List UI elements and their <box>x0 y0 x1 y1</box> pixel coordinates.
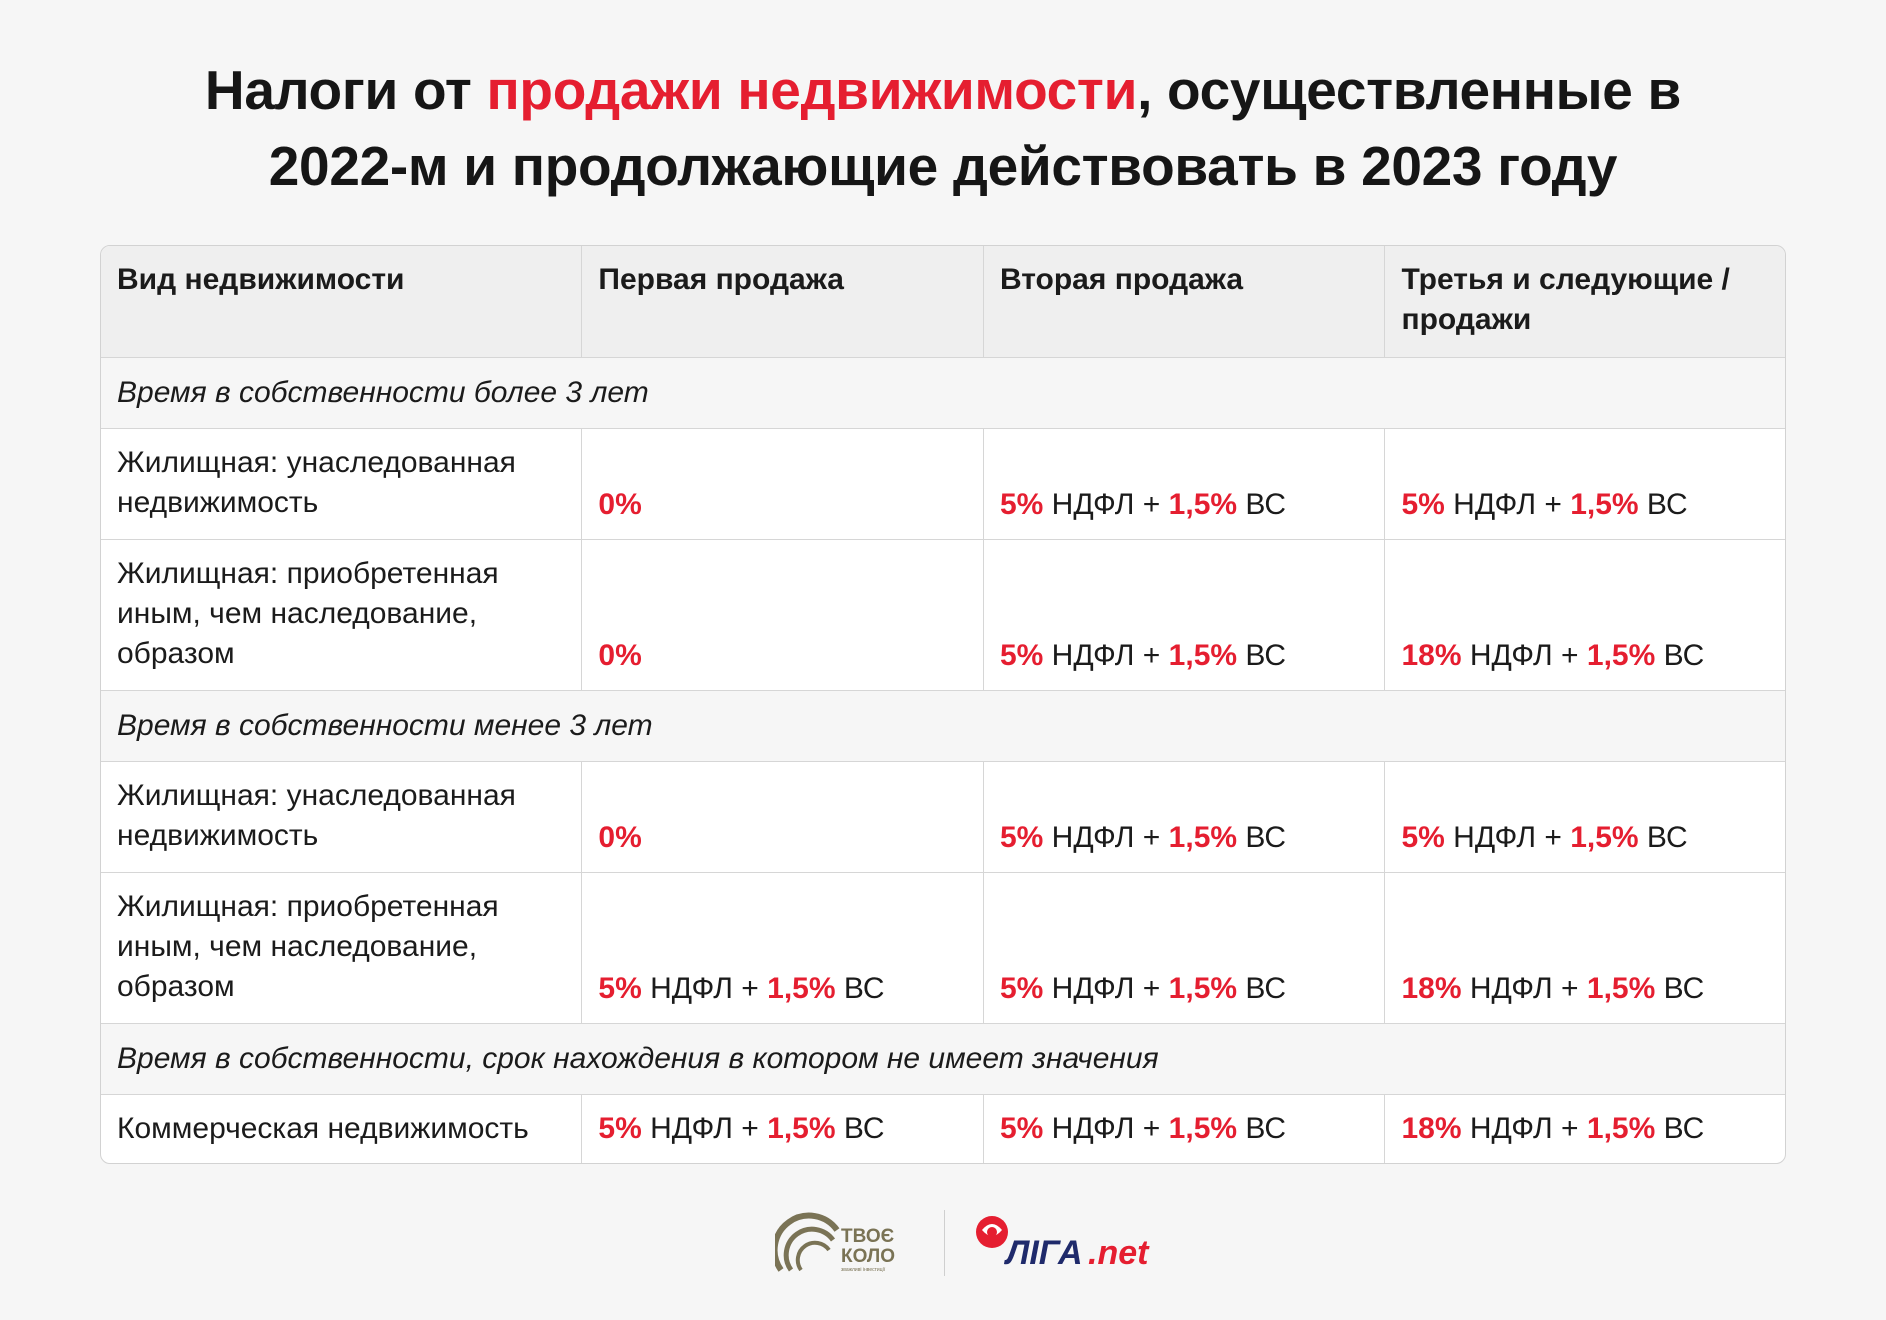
third-sale-cell: 5% НДФЛ + 1,5% ВС <box>1384 429 1785 539</box>
second-sale-cell: 5% НДФЛ + 1,5% ВС <box>982 1095 1385 1163</box>
first-sale-cell: 5% НДФЛ + 1,5% ВС <box>581 1095 983 1163</box>
section-label: Время в собственности, срок нахождения в… <box>117 1042 1159 1075</box>
title-highlight: продажи недвижимости <box>486 59 1138 121</box>
first-sale-cell: 0% <box>581 762 983 872</box>
second-sale-cell: 5% НДФЛ + 1,5% ВС <box>982 540 1385 690</box>
property-type-cell: Жилищная: унаследованная недвижимость <box>117 779 516 852</box>
page-title: Налоги от продажи недвижимости, осуществ… <box>0 52 1886 204</box>
first-sale-cell: 5% НДФЛ + 1,5% ВС <box>581 873 983 1023</box>
second-sale-cell: 5% НДФЛ + 1,5% ВС <box>982 429 1385 539</box>
logo-divider <box>944 1210 945 1276</box>
third-sale-cell: 18% НДФЛ + 1,5% ВС <box>1384 1095 1785 1163</box>
header-property-type: Вид недвижимости <box>117 263 405 296</box>
property-type-cell: Жилищная: унаследованная недвижимость <box>117 446 516 519</box>
third-sale-cell: 18% НДФЛ + 1,5% ВС <box>1384 540 1785 690</box>
svg-text:зважливі інвестиції: зважливі інвестиції <box>841 1267 886 1273</box>
table-row: Жилищная: унаследованная недвижимость 0%… <box>101 761 1785 872</box>
footer-logos: ТВОЄ КОЛО зважливі інвестиції ЛІГА .net <box>0 1208 1886 1278</box>
table-row: Коммерческая недвижимость 5% НДФЛ + 1,5%… <box>101 1094 1785 1163</box>
svg-text:.net: .net <box>1088 1234 1150 1272</box>
title-text-2: , осуществленные в <box>1137 59 1682 121</box>
header-first-sale: Первая продажа <box>581 246 983 357</box>
header-third-sale: Третья и следующие / продажи <box>1384 246 1785 357</box>
title-text-1: Налоги от <box>204 59 487 121</box>
table-row: Жилищная: унаследованная недвижимость 0%… <box>101 428 1785 539</box>
svg-text:ТВОЄ: ТВОЄ <box>841 1226 895 1247</box>
first-sale-cell: 0% <box>581 540 983 690</box>
section-row: Время в собственности, срок нахождения в… <box>101 1023 1785 1094</box>
table-row: Жилищная: приобретенная иным, чем наслед… <box>101 872 1785 1023</box>
second-sale-cell: 5% НДФЛ + 1,5% ВС <box>982 762 1385 872</box>
section-label: Время в собственности менее 3 лет <box>117 709 653 742</box>
section-label: Время в собственности более 3 лет <box>117 376 649 409</box>
liga-net-logo: ЛІГА .net <box>976 1216 1150 1272</box>
table-header-row: Вид недвижимости Первая продажа Вторая п… <box>101 246 1785 357</box>
section-row: Время в собственности более 3 лет <box>101 357 1785 428</box>
third-sale-cell: 18% НДФЛ + 1,5% ВС <box>1384 873 1785 1023</box>
first-sale-cell: 0% <box>581 429 983 539</box>
property-type-cell: Жилищная: приобретенная иным, чем наслед… <box>117 557 499 670</box>
property-type-cell: Жилищная: приобретенная иным, чем наслед… <box>117 890 499 1003</box>
third-sale-cell: 5% НДФЛ + 1,5% ВС <box>1384 762 1785 872</box>
title-line-2: 2022-м и продолжающие действовать в 2023… <box>268 135 1618 197</box>
section-row: Время в собственности менее 3 лет <box>101 690 1785 761</box>
second-sale-cell: 5% НДФЛ + 1,5% ВС <box>982 873 1385 1023</box>
property-type-cell: Коммерческая недвижимость <box>117 1112 529 1145</box>
svg-text:ЛІГА: ЛІГА <box>1003 1234 1083 1272</box>
header-second-sale: Вторая продажа <box>982 246 1385 357</box>
tax-table: Вид недвижимости Первая продажа Вторая п… <box>100 245 1786 1164</box>
svg-text:КОЛО: КОЛО <box>841 1246 895 1267</box>
table-row: Жилищная: приобретенная иным, чем наслед… <box>101 539 1785 690</box>
tvoe-kolo-logo: ТВОЄ КОЛО зважливі інвестиції <box>775 1212 895 1273</box>
